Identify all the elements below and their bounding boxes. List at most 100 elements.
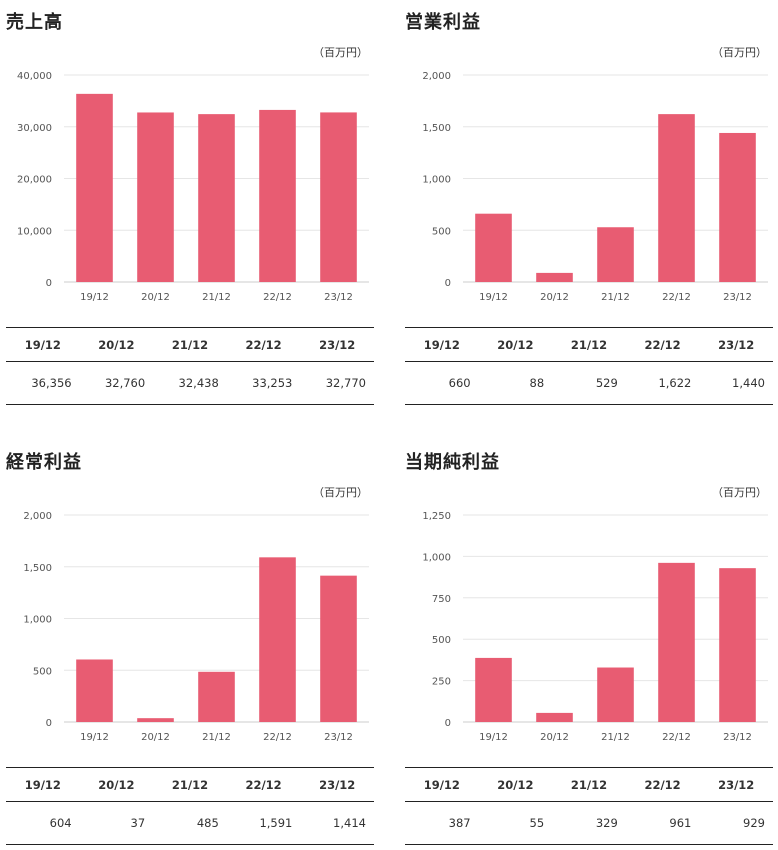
bar xyxy=(320,575,357,722)
y-tick-label: 0 xyxy=(445,278,451,289)
bar xyxy=(536,272,573,282)
table-header-cell: 20/12 xyxy=(497,777,534,792)
table-header-cell: 22/12 xyxy=(245,337,282,352)
data-table: 19/12 20/12 21/12 22/12 23/12 660 88 529… xyxy=(405,327,773,405)
bar-chart: 0 10,000 20,000 30,000 40,000 19/12 20/12 21/12… xyxy=(17,71,369,303)
x-tick-label: 23/12 xyxy=(324,732,353,743)
y-tick-label: 250 xyxy=(432,677,451,688)
bar xyxy=(137,718,174,722)
unit-label: （百万円） xyxy=(313,46,368,59)
table-cell: 485 xyxy=(196,816,219,830)
bar xyxy=(76,93,113,282)
bar xyxy=(475,213,512,282)
y-tick-label: 1,000 xyxy=(23,615,52,626)
table-cell: 660 xyxy=(448,376,471,390)
chart-title: 当期純利益 xyxy=(405,452,500,473)
x-tick-label: 20/12 xyxy=(540,292,569,303)
table-cell: 1,440 xyxy=(732,376,765,390)
y-tick-label: 1,500 xyxy=(422,123,451,134)
table-header-cell: 22/12 xyxy=(644,777,681,792)
table-header-row: 19/12 20/12 21/12 22/12 23/12 xyxy=(405,327,773,362)
x-tick-label: 23/12 xyxy=(723,732,752,743)
y-tick-label: 500 xyxy=(33,666,52,677)
y-tick-label: 1,500 xyxy=(23,563,52,574)
table-header-cell: 23/12 xyxy=(319,337,356,352)
x-tick-label: 22/12 xyxy=(263,292,292,303)
x-tick-label: 21/12 xyxy=(202,732,231,743)
x-tick-label: 19/12 xyxy=(479,732,508,743)
table-cell: 32,438 xyxy=(178,376,219,390)
bar-chart: 0 250 500 750 1,000 1,250 19/12 20/12 21/12 22/12… xyxy=(422,511,768,743)
x-tick-label: 21/12 xyxy=(601,292,630,303)
y-tick-label: 40,000 xyxy=(17,71,52,82)
y-tick-label: 10,000 xyxy=(17,226,52,237)
table-header-cell: 20/12 xyxy=(497,337,534,352)
bar xyxy=(259,109,296,282)
table-cell: 88 xyxy=(529,376,545,390)
table-header-cell: 21/12 xyxy=(570,337,608,352)
x-tick-label: 22/12 xyxy=(662,732,691,743)
table-cell: 961 xyxy=(669,816,692,830)
table-header-row: 19/12 20/12 21/12 22/12 23/12 xyxy=(6,327,374,362)
data-table: 19/12 20/12 21/12 22/12 23/12 387 55 329… xyxy=(405,767,773,845)
bar xyxy=(198,114,235,282)
table-row: 660 88 529 1,622 1,440 xyxy=(405,362,773,405)
y-tick-label: 2,000 xyxy=(23,511,52,522)
table-cell: 36,356 xyxy=(31,376,72,390)
data-table: 19/12 20/12 21/12 22/12 23/12 604 37 485… xyxy=(6,767,374,845)
x-tick-label: 19/12 xyxy=(80,732,109,743)
y-tick-label: 30,000 xyxy=(17,123,52,134)
table-header-cell: 23/12 xyxy=(718,777,755,792)
table-cell: 37 xyxy=(130,816,146,830)
y-tick-label: 20,000 xyxy=(17,175,52,186)
table-cell: 32,760 xyxy=(104,376,146,390)
table-header-cell: 21/12 xyxy=(171,777,209,792)
y-tick-label: 0 xyxy=(445,718,451,729)
y-tick-label: 500 xyxy=(432,635,451,646)
table-cell: 55 xyxy=(529,816,545,830)
chart-title: 営業利益 xyxy=(405,12,481,33)
x-tick-label: 23/12 xyxy=(723,292,752,303)
bar xyxy=(137,112,174,282)
table-cell: 929 xyxy=(743,816,765,830)
x-tick-label: 22/12 xyxy=(263,732,292,743)
chart-title: 売上高 xyxy=(6,12,63,33)
y-tick-label: 0 xyxy=(46,278,52,289)
table-header-cell: 20/12 xyxy=(98,337,135,352)
table-header-cell: 19/12 xyxy=(24,337,61,352)
bar xyxy=(475,657,512,722)
table-cell: 1,622 xyxy=(658,376,692,390)
y-tick-label: 1,000 xyxy=(422,175,451,186)
table-header-cell: 22/12 xyxy=(245,777,282,792)
y-tick-label: 2,000 xyxy=(422,71,451,82)
table-header-cell: 21/12 xyxy=(570,777,608,792)
x-tick-label: 22/12 xyxy=(662,292,691,303)
bar xyxy=(597,667,634,722)
unit-label: （百万円） xyxy=(313,486,368,499)
table-header-row: 19/12 20/12 21/12 22/12 23/12 xyxy=(6,767,374,802)
table-cell: 32,770 xyxy=(325,376,366,390)
panel-sales: 売上高 （百万円） 0 10,000 20,000 30,000 40,000 19/12… xyxy=(4,0,374,410)
x-tick-label: 20/12 xyxy=(141,292,170,303)
table-header-cell: 23/12 xyxy=(319,777,356,792)
unit-label: （百万円） xyxy=(712,46,767,59)
y-tick-label: 500 xyxy=(432,226,451,237)
table-cell: 1,414 xyxy=(333,816,366,830)
x-tick-label: 19/12 xyxy=(80,292,109,303)
y-tick-label: 1,000 xyxy=(422,552,451,563)
table-cell: 329 xyxy=(595,816,618,830)
table-cell: 387 xyxy=(448,816,471,830)
panel-operating-profit: 営業利益 （百万円） 0 500 1,000 1,500 2,000 19/12 20/12… xyxy=(403,0,773,410)
x-tick-label: 19/12 xyxy=(479,292,508,303)
bar xyxy=(719,132,756,282)
bar xyxy=(719,568,756,722)
chart-title: 経常利益 xyxy=(6,452,82,473)
table-header-cell: 19/12 xyxy=(24,777,61,792)
bar xyxy=(198,671,235,722)
bar-chart: 0 500 1,000 1,500 2,000 19/12 20/12 21/12 22/12 2… xyxy=(23,511,369,743)
table-header-cell: 19/12 xyxy=(423,777,460,792)
data-table: 19/12 20/12 21/12 22/12 23/12 36,356 32,… xyxy=(6,327,374,405)
table-cell: 604 xyxy=(49,816,72,830)
x-tick-label: 21/12 xyxy=(601,732,630,743)
table-cell: 529 xyxy=(595,376,618,390)
